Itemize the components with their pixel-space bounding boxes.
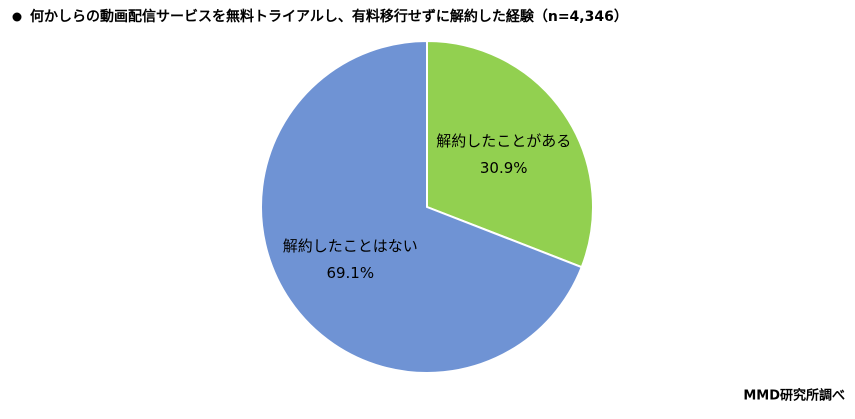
chart-title: 何かしらの動画配信サービスを無料トライアルし、有料移行せずに解約した経験（n=4… xyxy=(30,8,628,25)
slice-value-label: 69.1% xyxy=(326,264,374,282)
slice-label: 解約したことがある xyxy=(436,132,571,150)
slice-label: 解約したことはない xyxy=(283,237,418,255)
title-bullet xyxy=(12,12,22,22)
pie-slice xyxy=(426,39,594,269)
source-note: MMD研究所調べ xyxy=(743,388,845,404)
pie-slice xyxy=(260,39,584,374)
slice-value-label: 30.9% xyxy=(480,159,528,177)
